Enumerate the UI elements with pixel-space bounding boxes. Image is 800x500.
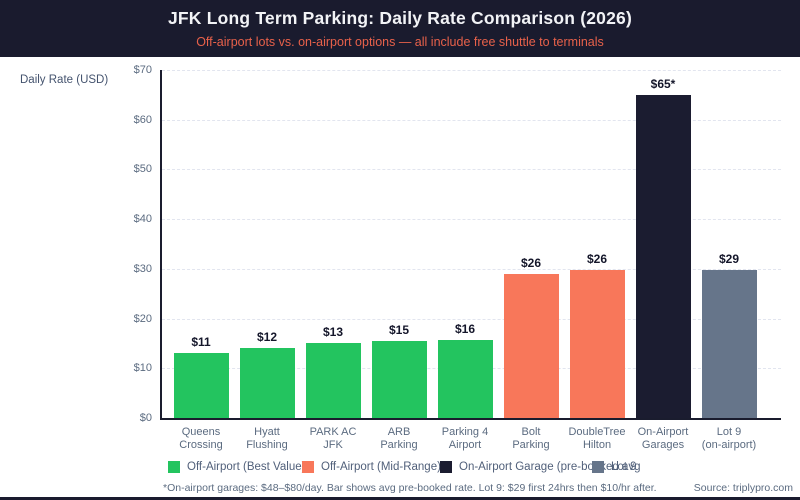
y-axis-label: Daily Rate (USD) [20, 74, 109, 86]
source-text: Source: triplypro.com [693, 482, 793, 494]
bar-queens-crossing [173, 353, 229, 418]
x-tick-label: Queens Crossing [155, 426, 247, 452]
y-tick-label-0: $0 [139, 412, 152, 424]
x-tick-label: PARK AC JFK [287, 426, 379, 452]
x-tick-label-line: (on-airport) [701, 439, 757, 451]
gridline-60 [162, 119, 781, 121]
bar-value-label: $26 [520, 255, 542, 270]
x-tick-label-line: ARB [387, 426, 411, 438]
bar-arb-parking [371, 340, 427, 418]
chart-header: JFK Long Term Parking: Daily Rate Compar… [0, 0, 800, 57]
legend-item-4: Lot 9 [592, 461, 637, 473]
x-tick-label-line: On-Airport [637, 426, 689, 438]
x-tick-label: On-Airport Garages [617, 426, 709, 452]
gridline-20 [162, 318, 781, 320]
x-tick-label: DoubleTree Hilton [551, 426, 643, 452]
y-tick-label-50: $50 [133, 163, 152, 176]
legend-item-2: Off-Airport (Mid-Range) [302, 461, 441, 473]
x-tick-label-line: Parking [512, 439, 550, 451]
x-tick-label-line: Parking [380, 439, 418, 451]
chart-legend: Off-Airport (Best Value) Off-Airport (Mid… [0, 461, 800, 477]
gridline-70 [162, 70, 781, 71]
x-tick-label-line: Flushing [246, 439, 288, 451]
bar-on-airport-garages [635, 94, 691, 418]
gridline-50 [162, 169, 781, 171]
x-tick-label-line: Airport [448, 439, 482, 451]
x-tick-label-line: Crossing [179, 439, 223, 451]
x-tick-label: ARB Parking [353, 426, 445, 452]
bar-parking-4-airport [437, 339, 493, 418]
x-tick-label-line: Queens [181, 426, 221, 438]
bar-lot-9-on-airport- [701, 269, 757, 418]
chart-subtitle: Off-airport lots vs. on-airport options … [196, 35, 604, 49]
legend-swatch [302, 461, 314, 473]
footnote-text: *On-airport garages: $48–$80/day. Bar sh… [163, 482, 657, 494]
x-tick-label-line: Lot 9 [716, 426, 742, 438]
bottom-accent-bar [0, 497, 800, 500]
legend-swatch [168, 461, 180, 473]
x-tick-label: Parking 4 Airport [419, 426, 511, 452]
gridline-40 [162, 219, 781, 221]
x-tick-label-line: DoubleTree [568, 426, 626, 438]
legend-swatch [592, 461, 604, 473]
bar-hyatt-flushing [239, 348, 295, 418]
chart-title: JFK Long Term Parking: Daily Rate Compar… [167, 8, 632, 28]
x-tick-label-line: PARK AC [309, 426, 357, 438]
y-tick-label-10: $10 [133, 362, 152, 375]
bar-value-label: $16 [454, 321, 476, 336]
gridline-30 [162, 268, 781, 270]
bar-value-label: $26 [586, 251, 608, 266]
x-tick-label-line: JFK [323, 439, 343, 451]
x-tick-label-line: Garages [641, 439, 685, 451]
y-tick-label-70: $70 [133, 64, 152, 76]
x-tick-label-line: Hilton [582, 439, 612, 451]
x-tick-label: Hyatt Flushing [221, 426, 313, 452]
legend-label: Off-Airport (Mid-Range) [321, 461, 441, 473]
y-tick-label-60: $60 [133, 113, 152, 126]
bar-value-label: $15 [388, 322, 410, 337]
legend-item-1: Off-Airport (Best Value) [168, 461, 305, 473]
bar-value-label: $13 [322, 325, 344, 340]
x-tick-label-line: Bolt [521, 426, 541, 438]
y-tick-label-30: $30 [133, 262, 152, 275]
bar-value-label: $65* [650, 76, 676, 91]
footer-row: *On-airport garages: $48–$80/day. Bar sh… [0, 482, 800, 496]
x-tick-label-line: Hyatt [254, 426, 280, 438]
y-tick-label-20: $20 [133, 312, 152, 325]
bar-doubletree-hilton [569, 269, 625, 418]
bar-park-ac-jfk [305, 343, 361, 418]
plot-area: $11 Queens Crossing $12 Hyatt Flushing $13 PARK… [160, 70, 781, 451]
legend-swatch [440, 461, 452, 473]
bar-bolt-parking [503, 273, 559, 418]
bar-value-label: $12 [256, 330, 278, 345]
x-tick-label-line: Parking 4 [441, 426, 489, 438]
legend-label: Off-Airport (Best Value) [187, 461, 306, 473]
bar-value-label: $29 [718, 251, 740, 266]
x-tick-label: Lot 9 (on-airport) [683, 426, 775, 452]
y-tick-label-40: $40 [133, 213, 152, 226]
x-tick-label: Bolt Parking [485, 426, 577, 452]
bar-value-label: $11 [191, 335, 211, 350]
legend-label: Lot 9 [611, 461, 637, 473]
